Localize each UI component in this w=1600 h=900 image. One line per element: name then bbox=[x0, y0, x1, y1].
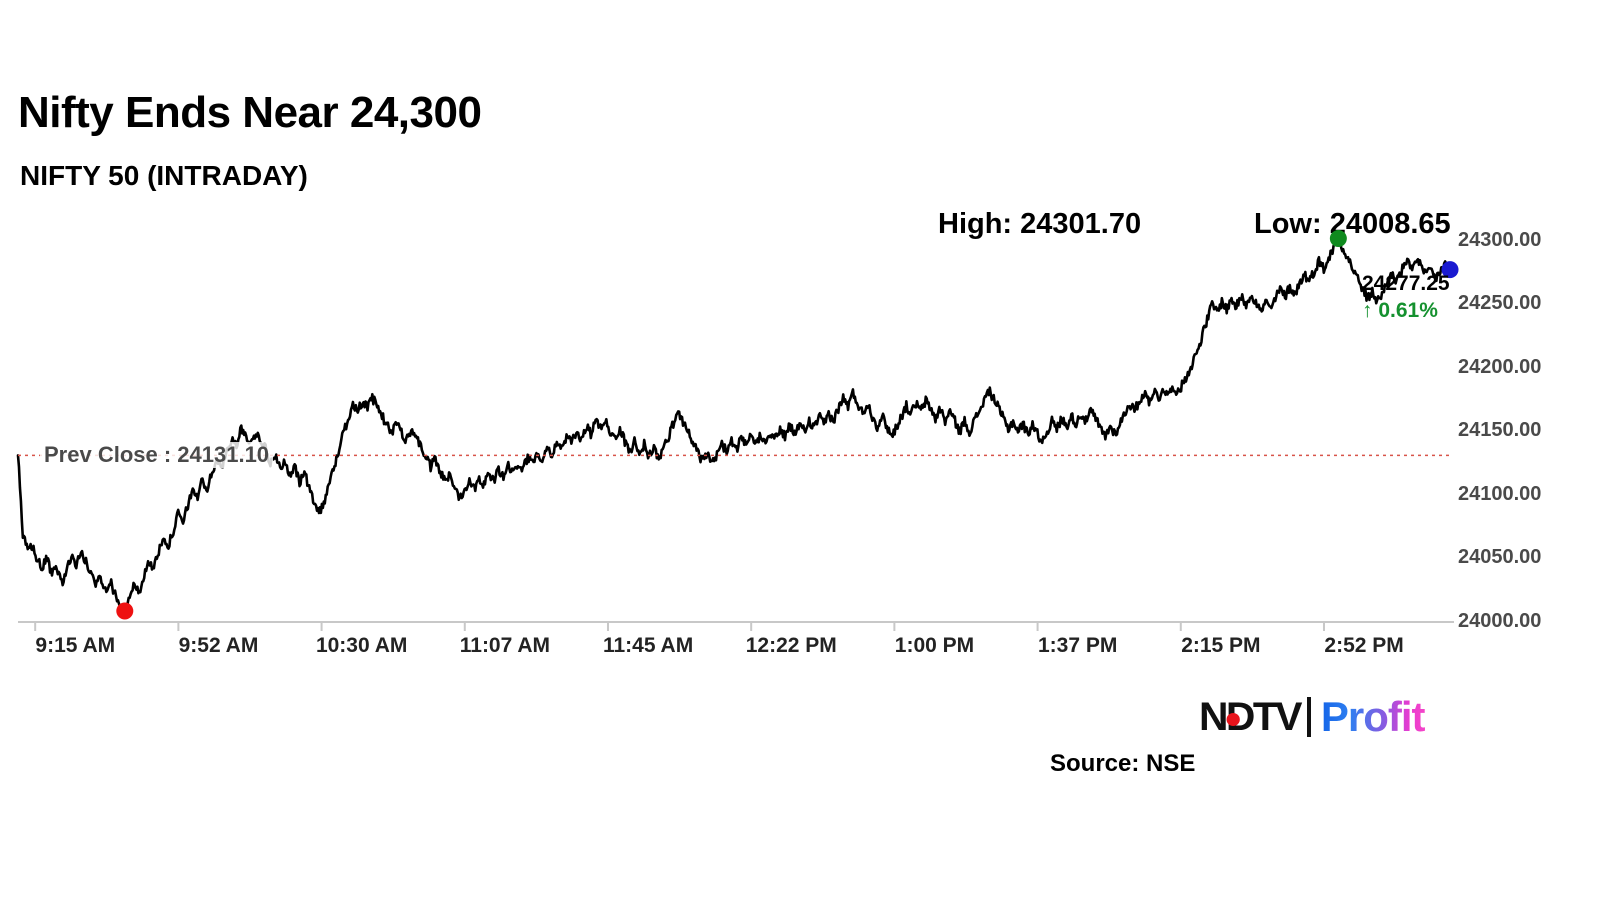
x-axis-tick-label: 11:07 AM bbox=[459, 634, 551, 657]
low-stat: Low: 24008.65 bbox=[1254, 208, 1451, 240]
x-axis-tick-label: 2:52 PM bbox=[1324, 634, 1404, 657]
x-axis-tick-label: 1:00 PM bbox=[894, 634, 975, 657]
x-axis-tick-label: 9:15 AM bbox=[35, 634, 116, 657]
y-axis-tick-label: 24050.00 bbox=[1458, 546, 1542, 569]
prev-close-label: Prev Close : 24131.10 bbox=[40, 442, 274, 468]
logo-divider bbox=[1306, 697, 1311, 737]
last-price-marker bbox=[1441, 261, 1459, 279]
x-axis-tick-label: 12:22 PM bbox=[745, 634, 837, 657]
low-marker bbox=[116, 602, 134, 620]
y-axis-tick-label: 24300.00 bbox=[1458, 228, 1542, 251]
page-subtitle: NIFTY 50 (INTRADAY) bbox=[20, 160, 308, 191]
x-axis-tick-label: 1:37 PM bbox=[1037, 634, 1118, 657]
page-title: Nifty Ends Near 24,300 bbox=[18, 88, 482, 137]
y-axis-tick-label: 24100.00 bbox=[1458, 482, 1542, 505]
x-axis-tick-label: 2:15 PM bbox=[1181, 634, 1261, 657]
ndtv-red-dot-icon bbox=[1226, 712, 1240, 726]
profit-wordmark: Profit bbox=[1320, 693, 1426, 740]
ndtv-wordmark: NDTV bbox=[1199, 694, 1302, 740]
high-marker bbox=[1329, 230, 1347, 248]
y-axis-tick-label: 24150.00 bbox=[1458, 419, 1542, 442]
high-stat: High: 24301.70 bbox=[938, 208, 1142, 240]
change-percent-label: ↑ 0.61% bbox=[1362, 299, 1438, 322]
ndtv-profit-logo: NDTV Profit bbox=[1199, 693, 1426, 740]
source-label: Source: NSE bbox=[1050, 750, 1196, 777]
x-axis-tick-label: 9:52 AM bbox=[178, 634, 259, 657]
last-price-label: 24277.25 bbox=[1362, 272, 1450, 295]
y-axis-tick-label: 24250.00 bbox=[1458, 292, 1542, 315]
y-axis-tick-label: 24200.00 bbox=[1458, 355, 1542, 378]
x-axis-tick-label: 11:45 AM bbox=[602, 634, 694, 657]
y-axis-tick-label: 24000.00 bbox=[1458, 610, 1542, 632]
ndtv-text: NDTV bbox=[1199, 694, 1302, 739]
x-axis-tick-label: 10:30 AM bbox=[315, 634, 408, 657]
